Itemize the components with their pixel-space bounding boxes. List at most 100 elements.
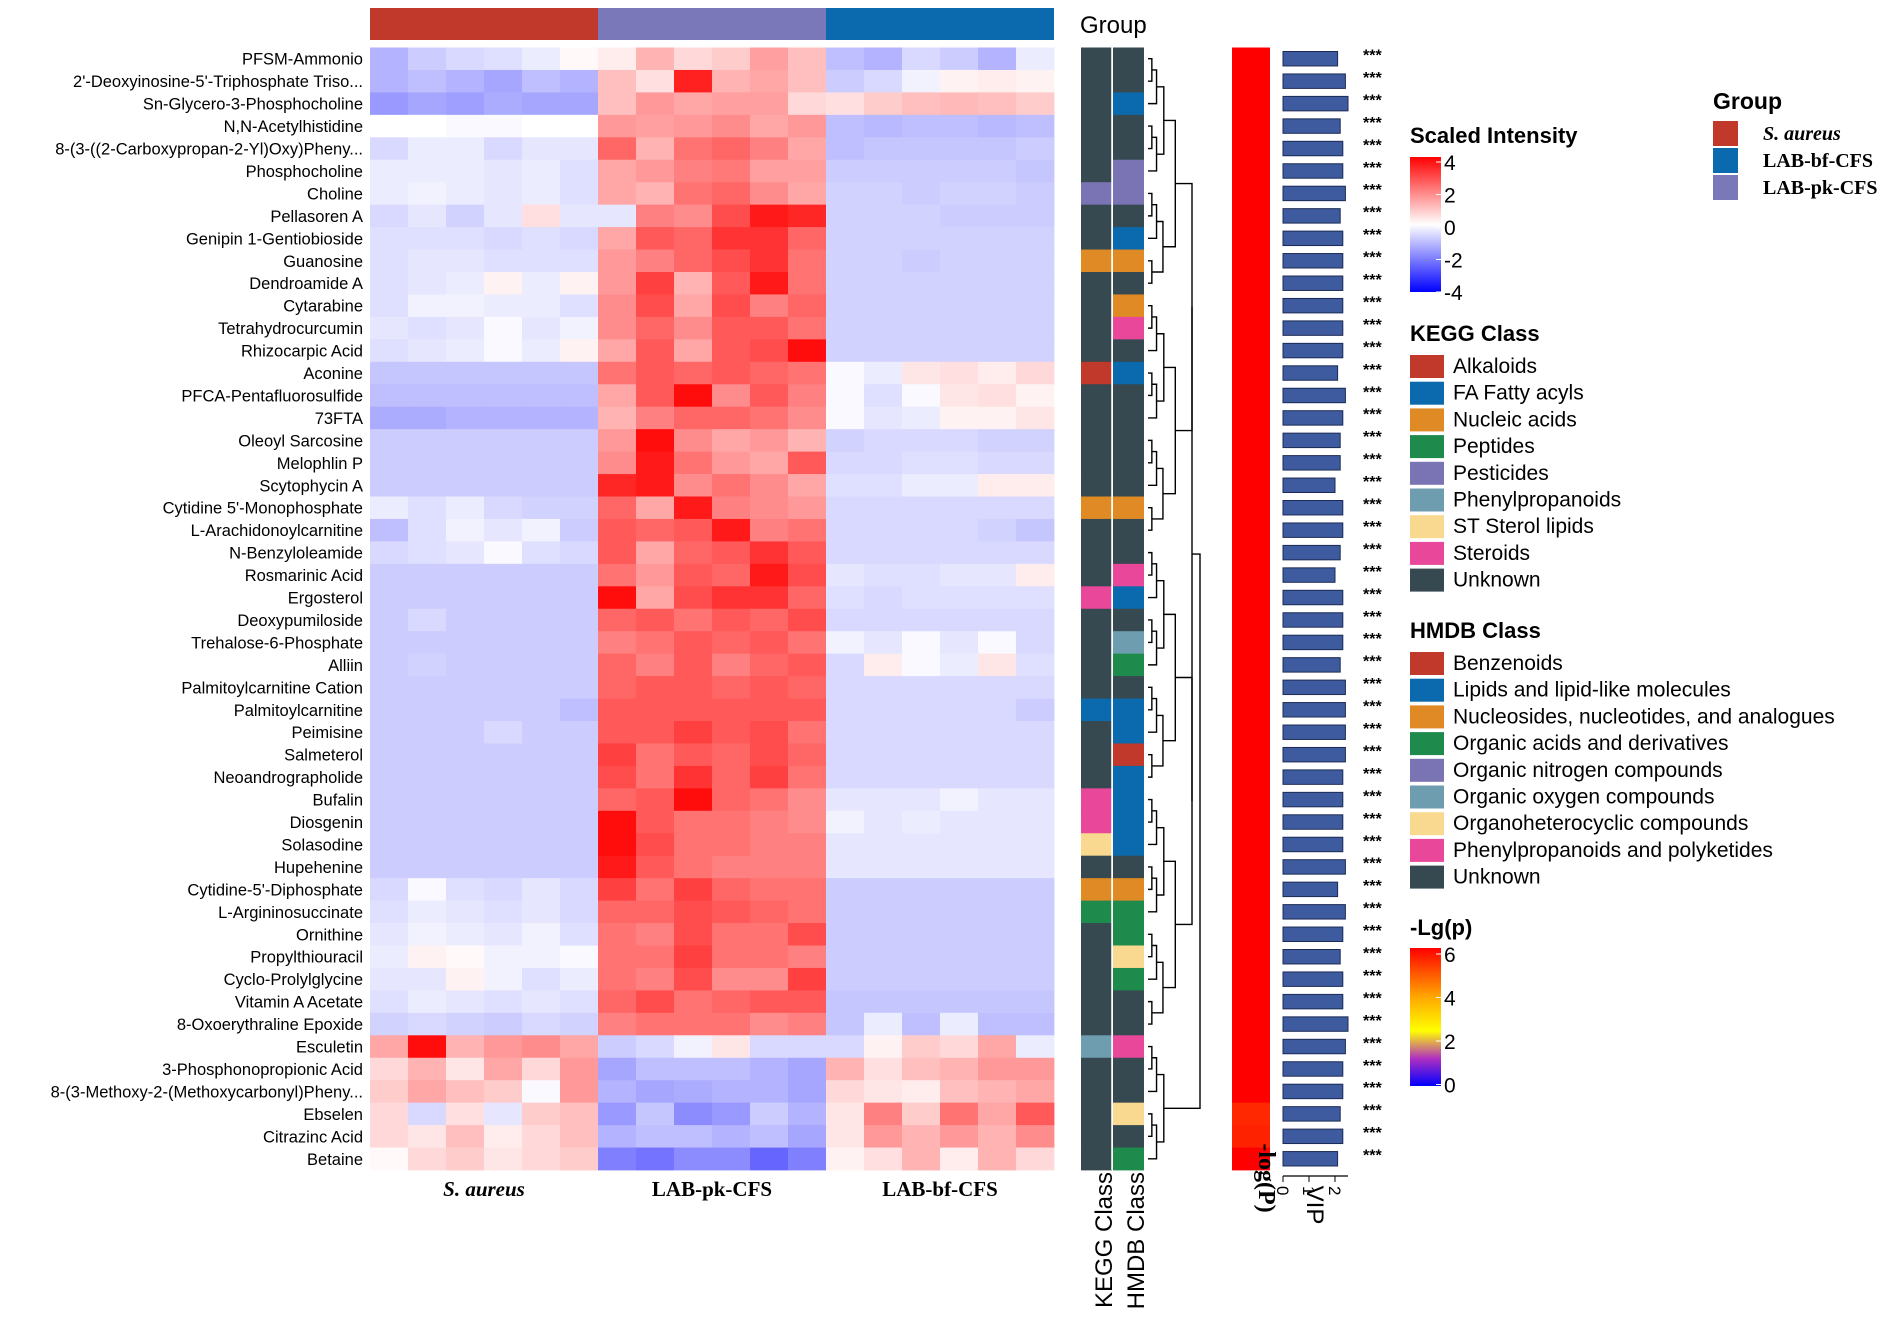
- heatmap-cell: [940, 429, 979, 452]
- dendrogram-branch: [1175, 182, 1193, 432]
- heatmap-cell: [560, 249, 599, 273]
- scaled-intensity-colorbar: [1410, 157, 1441, 292]
- heatmap-cell: [408, 1035, 447, 1059]
- row-label: Aconine: [303, 365, 363, 383]
- heatmap-cell: [522, 92, 561, 116]
- heatmap-cell: [750, 563, 789, 587]
- heatmap-cell: [902, 272, 941, 295]
- heatmap-cell: [788, 653, 827, 677]
- dendrogram-branch: [1148, 192, 1153, 217]
- vip-axis-tick-label: 0: [1273, 1186, 1292, 1195]
- heatmap-cell: [370, 563, 409, 587]
- heatmap-cell: [902, 47, 941, 71]
- heatmap-cell: [978, 721, 1017, 744]
- heatmap-cell: [1016, 967, 1055, 991]
- heatmap-cell: [408, 1102, 447, 1126]
- hmdb-class-cell: [1113, 406, 1144, 430]
- heatmap-cell: [788, 1147, 827, 1171]
- heatmap-cell: [902, 451, 941, 475]
- heatmap-cell: [636, 384, 675, 408]
- heatmap-cell: [560, 451, 599, 475]
- heatmap-cell: [636, 451, 675, 475]
- hmdb-legend-label: Phenylpropanoids and polyketides: [1453, 839, 1773, 862]
- heatmap-cell: [446, 743, 485, 767]
- heatmap-cell: [522, 114, 561, 138]
- heatmap-cell: [712, 608, 751, 632]
- heatmap-cell: [446, 114, 485, 138]
- dendrogram-branch: [1148, 1113, 1153, 1138]
- heatmap-cell: [484, 339, 523, 363]
- dendrogram-branch: [1156, 1073, 1165, 1143]
- group-header-label: Group: [1080, 12, 1147, 39]
- heatmap-cell: [712, 518, 751, 542]
- heatmap-cell: [484, 249, 523, 273]
- group-bar-segment: [826, 8, 1054, 40]
- heatmap-cell: [1016, 541, 1055, 565]
- row-label: Oleoyl Sarcosine: [238, 432, 363, 450]
- heatmap-cell: [712, 159, 751, 183]
- heatmap-cell: [712, 227, 751, 250]
- heatmap-cell: [788, 406, 827, 430]
- dendrogram-branch: [1148, 753, 1153, 778]
- heatmap-cell: [446, 541, 485, 565]
- significance-star: ***: [1363, 362, 1382, 379]
- heatmap-cell: [902, 339, 941, 363]
- heatmap-cell: [826, 653, 865, 677]
- heatmap-cell: [1016, 923, 1055, 946]
- heatmap-cell: [902, 496, 941, 520]
- vip-bar-chart: [1282, 51, 1349, 1167]
- significance-star: ***: [1363, 699, 1382, 716]
- heatmap-cell: [674, 788, 713, 812]
- group-bottom-label: LAB-bf-CFS: [882, 1177, 998, 1201]
- neg-log-p-cell: [1232, 945, 1270, 969]
- heatmap-cell: [636, 878, 675, 901]
- heatmap-cell: [522, 361, 561, 385]
- heatmap-cell: [864, 923, 903, 946]
- group-legend-swatch: [1713, 175, 1738, 200]
- heatmap-cell: [712, 1080, 751, 1104]
- hmdb-class-cell: [1113, 855, 1144, 879]
- heatmap-cell: [750, 765, 789, 789]
- vip-bar: [1282, 320, 1344, 336]
- heatmap-cell: [408, 810, 447, 834]
- heatmap-cell: [864, 272, 903, 295]
- heatmap-cell: [788, 1057, 827, 1081]
- heatmap-cell: [826, 721, 865, 744]
- heatmap-cell: [864, 1125, 903, 1148]
- kegg-class-cell: [1081, 653, 1112, 677]
- heatmap-cell: [826, 137, 865, 161]
- neg-log-p-cell: [1232, 518, 1270, 542]
- heatmap-cell: [598, 1057, 637, 1081]
- vip-bar: [1282, 253, 1344, 269]
- heatmap-cell: [940, 249, 979, 273]
- vip-bar: [1282, 140, 1344, 157]
- heatmap-cell: [1016, 518, 1055, 542]
- row-label: Palmitoylcarnitine Cation: [181, 679, 363, 697]
- heatmap-cell: [674, 945, 713, 969]
- kegg-class-cell: [1081, 743, 1112, 767]
- heatmap-cell: [636, 227, 675, 250]
- significance-star: ***: [1363, 609, 1382, 626]
- heatmap-cell: [446, 69, 485, 93]
- heatmap-cell: [598, 1035, 637, 1059]
- heatmap-cell: [446, 923, 485, 946]
- heatmap-cell: [788, 429, 827, 452]
- heatmap-cell: [978, 1147, 1017, 1171]
- heatmap-cell: [446, 676, 485, 699]
- heatmap-cell: [712, 653, 751, 677]
- dendrogram-branch: [1156, 333, 1165, 402]
- heatmap-cell: [940, 676, 979, 699]
- heatmap-cell: [902, 316, 941, 340]
- row-label: 8-(3-((2-Carboxypropan-2-Yl)Oxy)Pheny...: [55, 141, 363, 159]
- heatmap-cell: [484, 227, 523, 250]
- heatmap-cell: [864, 92, 903, 116]
- heatmap-cell: [522, 474, 561, 497]
- heatmap-cell: [598, 631, 637, 655]
- heatmap-cell: [636, 631, 675, 655]
- kegg-class-cell: [1081, 249, 1112, 273]
- kegg-class-cell: [1081, 429, 1112, 452]
- heatmap-cell: [712, 698, 751, 722]
- heatmap-cell: [484, 429, 523, 452]
- heatmap-cell: [864, 541, 903, 565]
- neg-log-p-cell: [1232, 272, 1270, 295]
